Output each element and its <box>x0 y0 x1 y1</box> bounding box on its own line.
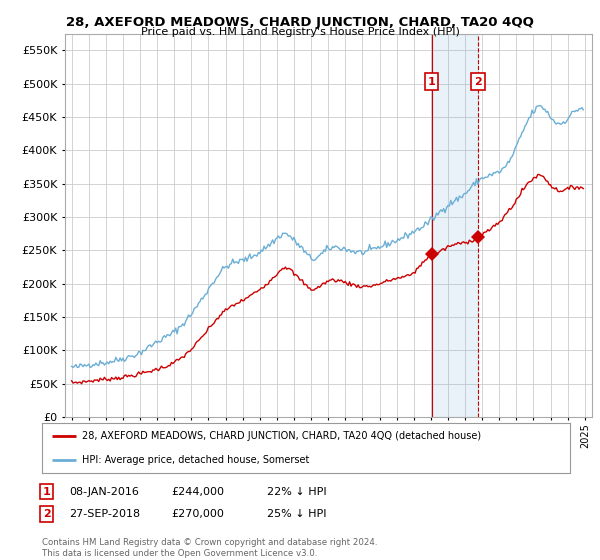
Text: 08-JAN-2016: 08-JAN-2016 <box>69 487 139 497</box>
Text: 28, AXEFORD MEADOWS, CHARD JUNCTION, CHARD, TA20 4QQ: 28, AXEFORD MEADOWS, CHARD JUNCTION, CHA… <box>66 16 534 29</box>
Text: Contains HM Land Registry data © Crown copyright and database right 2024.
This d: Contains HM Land Registry data © Crown c… <box>42 538 377 558</box>
Text: 1: 1 <box>428 77 436 87</box>
Text: £244,000: £244,000 <box>171 487 224 497</box>
Bar <box>431 34 478 417</box>
Text: 1: 1 <box>43 487 50 497</box>
Text: HPI: Average price, detached house, Somerset: HPI: Average price, detached house, Some… <box>82 455 309 465</box>
Text: Price paid vs. HM Land Registry's House Price Index (HPI): Price paid vs. HM Land Registry's House … <box>140 27 460 37</box>
Text: £270,000: £270,000 <box>171 509 224 519</box>
Text: 22% ↓ HPI: 22% ↓ HPI <box>267 487 326 497</box>
Text: 25% ↓ HPI: 25% ↓ HPI <box>267 509 326 519</box>
Text: 2: 2 <box>43 509 50 519</box>
Text: 27-SEP-2018: 27-SEP-2018 <box>69 509 140 519</box>
Text: 2: 2 <box>474 77 482 87</box>
Text: 28, AXEFORD MEADOWS, CHARD JUNCTION, CHARD, TA20 4QQ (detached house): 28, AXEFORD MEADOWS, CHARD JUNCTION, CHA… <box>82 431 481 441</box>
